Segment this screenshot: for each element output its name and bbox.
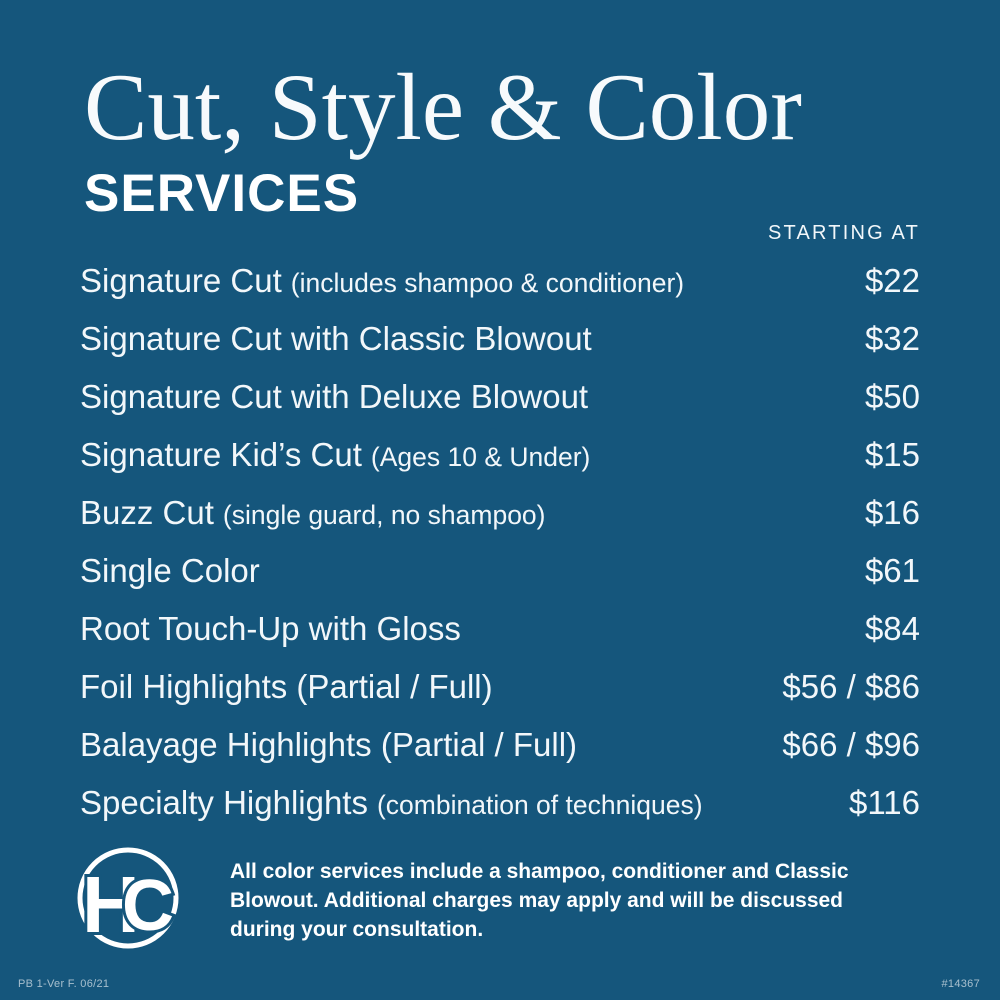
service-price: $16 — [864, 494, 920, 531]
hc-logo-icon: H C — [77, 847, 179, 952]
logo-letter-c: C — [122, 866, 174, 946]
service-row: Balayage Highlights (Partial / Full) $66… — [80, 716, 920, 774]
service-name: Single Color — [80, 552, 260, 589]
service-row: Signature Cut (includes shampoo & conditi… — [80, 252, 920, 310]
service-name: Signature Cut with Classic Blowout — [80, 320, 592, 357]
service-name: Foil Highlights (Partial / Full) — [80, 668, 493, 705]
version-code: PB 1-Ver F. 06/21 — [18, 978, 110, 990]
service-row: Single Color $61 — [80, 542, 920, 600]
services-list: Signature Cut (includes shampoo & conditi… — [80, 252, 920, 832]
service-row: Signature Kid’s Cut (Ages 10 & Under) $15 — [80, 426, 920, 484]
service-row: Root Touch-Up with Gloss $84 — [80, 600, 920, 658]
footer-note: All color services include a shampoo, co… — [230, 860, 849, 941]
service-price: $84 — [864, 610, 920, 647]
service-price: $61 — [864, 552, 920, 589]
service-row: Specialty Highlights (combination of tech… — [80, 774, 920, 832]
service-price: $22 — [864, 262, 920, 299]
service-price: $66 / $96 — [782, 726, 920, 763]
service-row: Foil Highlights (Partial / Full) $56 / $… — [80, 658, 920, 716]
service-name: Root Touch-Up with Gloss — [80, 610, 461, 647]
service-name: Balayage Highlights (Partial / Full) — [80, 726, 578, 763]
service-name: Signature Cut with Deluxe Blowout — [80, 378, 589, 415]
header: Cut, Style & Color SERVICES — [84, 56, 802, 220]
service-name: Signature Cut — [80, 262, 282, 299]
service-row: Signature Cut with Deluxe Blowout $50 — [80, 368, 920, 426]
service-row: Signature Cut with Classic Blowout $32 — [80, 310, 920, 368]
item-number: #14367 — [941, 978, 980, 990]
service-price: $15 — [864, 436, 920, 473]
service-name: Buzz Cut — [80, 494, 214, 531]
service-price: $50 — [864, 378, 920, 415]
service-price: $116 — [849, 784, 920, 821]
starting-at-label: STARTING AT — [768, 222, 920, 244]
service-name: Specialty Highlights — [80, 784, 368, 821]
service-detail: (combination of techniques) — [376, 790, 703, 820]
service-detail: (single guard, no shampoo) — [222, 500, 546, 530]
service-price: $32 — [864, 320, 920, 357]
service-row: Buzz Cut (single guard, no shampoo) $16 — [80, 484, 920, 542]
service-name: Signature Kid’s Cut — [80, 436, 362, 473]
page-subtitle: SERVICES — [84, 163, 360, 223]
page-title: Cut, Style & Color — [84, 54, 802, 160]
service-detail: (includes shampoo & conditioner) — [290, 268, 685, 298]
service-detail: (Ages 10 & Under) — [370, 442, 591, 472]
logo-letter-h: H — [82, 860, 140, 949]
service-price: $56 / $86 — [782, 668, 920, 705]
